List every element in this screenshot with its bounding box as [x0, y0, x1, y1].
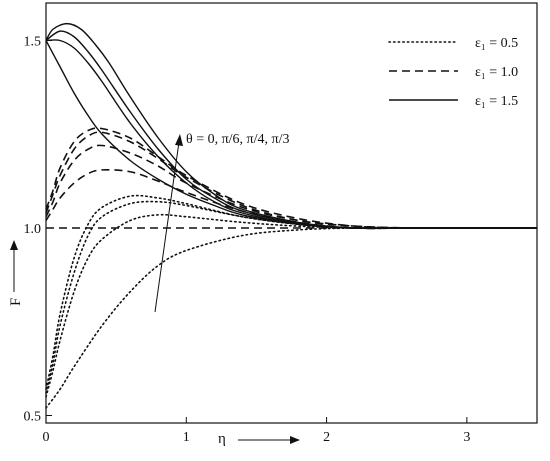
series-line-dotted-3: [45, 194, 538, 391]
theta-annotation: θ = 0, π/6, π/4, π/3: [186, 132, 289, 147]
legend-label-1: ε₁ = 1.0: [475, 65, 518, 80]
series-line-dotted-0: [45, 227, 538, 409]
y-axis-label-arrowhead: [10, 240, 18, 250]
series-line-dotted-1: [45, 213, 538, 398]
y-tick-label: 1.5: [24, 35, 42, 50]
legend-label-0: ε₁ = 0.5: [475, 36, 518, 51]
y-tick-label: 1.0: [24, 222, 42, 237]
series-line-dashed-7: [45, 127, 537, 229]
series-line-dashed-4: [45, 168, 537, 230]
series-line-solid-8: [45, 40, 537, 229]
series-line-dashed-6: [45, 131, 537, 229]
y-tick-label: 0.5: [24, 410, 42, 425]
theta-arrowhead: [175, 134, 183, 146]
x-axis-label-arrowhead: [290, 436, 300, 444]
x-tick-label: 2: [323, 430, 330, 445]
x-tick-label: 0: [43, 430, 50, 445]
theta-arrow: [154, 141, 180, 313]
legend: ε₁ = 0.5 ε₁ = 1.0 ε₁ = 1.5: [388, 36, 518, 109]
series-line-solid-11: [45, 22, 537, 230]
legend-label-2: ε₁ = 1.5: [475, 94, 518, 109]
x-tick-label: 3: [463, 430, 470, 445]
plot-frame: [45, 2, 538, 424]
x-tick-label: 1: [183, 430, 190, 445]
y-axis-label: F: [8, 298, 24, 306]
x-axis-label: η: [218, 431, 226, 447]
series-line-dashed-5: [45, 144, 537, 229]
